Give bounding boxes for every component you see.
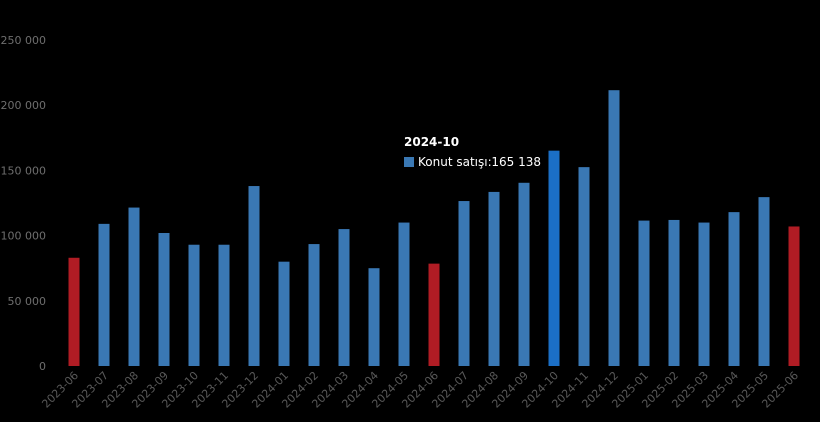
- bar-2024-01[interactable]: [278, 261, 290, 366]
- tooltip-legend-swatch: [404, 157, 414, 167]
- y-tick-label: 200 000: [1, 99, 47, 112]
- bar-2024-11[interactable]: [578, 167, 590, 366]
- bar-2025-06[interactable]: [788, 226, 800, 366]
- tooltip-value: 165 138: [491, 155, 541, 169]
- bar-2024-08[interactable]: [488, 191, 500, 366]
- y-tick-label: 250 000: [1, 34, 47, 47]
- bar-2023-12[interactable]: [248, 186, 260, 366]
- y-tick-label: 0: [39, 360, 46, 373]
- bar-2023-09[interactable]: [158, 232, 170, 366]
- x-axis: 2023-062023-072023-082023-092023-102023-…: [39, 369, 801, 411]
- tooltip-series-label: Konut satışı:: [418, 155, 492, 169]
- bar-2024-06[interactable]: [428, 263, 440, 366]
- bar-2025-02[interactable]: [668, 219, 680, 366]
- bar-2025-03[interactable]: [698, 222, 710, 366]
- bar-2025-05[interactable]: [758, 197, 770, 366]
- bar-2024-12[interactable]: [608, 90, 620, 366]
- y-tick-label: 50 000: [8, 295, 47, 308]
- y-tick-label: 100 000: [1, 230, 47, 243]
- bar-2024-02[interactable]: [308, 244, 320, 366]
- bar-2024-07[interactable]: [458, 201, 470, 366]
- bar-2023-08[interactable]: [128, 207, 140, 366]
- bar-2024-04[interactable]: [368, 268, 380, 366]
- bar-2024-05[interactable]: [398, 222, 410, 366]
- bar-2024-03[interactable]: [338, 229, 350, 366]
- bar-2023-06[interactable]: [68, 257, 80, 366]
- y-tick-label: 150 000: [1, 164, 47, 177]
- y-axis: 0 50 000 100 000 150 000 200 000 250 000: [1, 34, 47, 373]
- bar-2023-07[interactable]: [98, 223, 110, 366]
- bar-2023-11[interactable]: [218, 244, 230, 366]
- tooltip-title: 2024-10: [404, 135, 459, 149]
- bar-2024-09[interactable]: [518, 182, 530, 366]
- bar-2025-01[interactable]: [638, 220, 650, 366]
- bars: [68, 90, 800, 366]
- bar-2024-10[interactable]: [548, 150, 560, 366]
- bar-2025-04[interactable]: [728, 212, 740, 366]
- tooltip: 2024-10 Konut satışı: 165 138: [404, 135, 541, 169]
- bar-2023-10[interactable]: [188, 244, 200, 366]
